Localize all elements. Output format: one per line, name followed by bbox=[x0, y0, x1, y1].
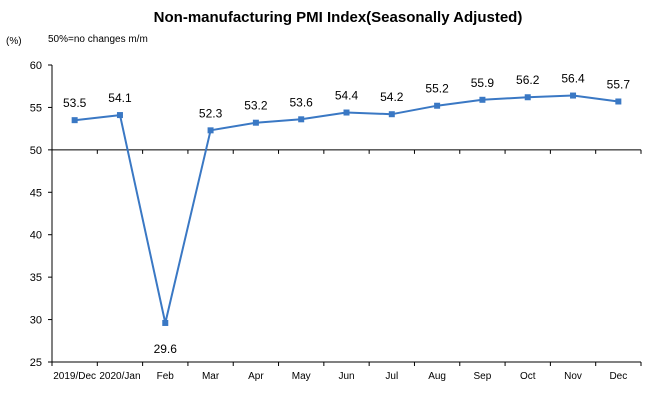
x-tick-label: Jun bbox=[338, 371, 354, 382]
data-label: 56.4 bbox=[561, 72, 585, 86]
x-tick-label: 2019/Dec bbox=[53, 371, 96, 382]
data-label: 52.3 bbox=[199, 106, 223, 120]
data-point bbox=[388, 111, 395, 118]
axes: 25 30 35 40 45 50 55 60 2019/Dec 2020/Jan Feb Mar Ap… bbox=[30, 60, 642, 382]
data-marks bbox=[71, 92, 622, 326]
y-tick-label: 50 bbox=[30, 145, 42, 157]
data-point bbox=[479, 96, 486, 103]
y-tick-label: 30 bbox=[30, 315, 42, 327]
series-line bbox=[74, 94, 619, 324]
data-label: 55.7 bbox=[607, 77, 631, 91]
y-tick-label: 35 bbox=[30, 272, 42, 284]
y-tick-label: 55 bbox=[30, 102, 42, 114]
x-tick-label: Feb bbox=[157, 371, 175, 382]
chart-title: Non-manufacturing PMI Index(Seasonally A… bbox=[154, 9, 523, 26]
x-tick-label: Sep bbox=[474, 371, 492, 382]
data-label: 56.2 bbox=[516, 73, 540, 87]
data-point bbox=[570, 92, 577, 99]
data-label: 29.6 bbox=[154, 342, 178, 356]
x-tick-label: Jul bbox=[385, 371, 398, 382]
data-point bbox=[71, 117, 78, 124]
data-label: 53.5 bbox=[63, 96, 87, 110]
y-tick-label: 40 bbox=[30, 230, 42, 242]
data-label: 53.2 bbox=[244, 99, 268, 113]
data-label: 55.9 bbox=[471, 76, 495, 90]
data-label: 55.2 bbox=[425, 82, 449, 96]
y-tick-label: 25 bbox=[30, 357, 42, 369]
x-tick-label: 2020/Jan bbox=[99, 371, 140, 382]
data-label: 54.4 bbox=[335, 89, 359, 103]
x-tick-label: Aug bbox=[428, 371, 446, 382]
x-tick-label: Nov bbox=[564, 371, 582, 382]
y-tick-label: 60 bbox=[30, 60, 42, 72]
data-label: 54.1 bbox=[108, 91, 132, 105]
x-tick-label: Dec bbox=[609, 371, 627, 382]
y-axis-unit: (%) bbox=[6, 36, 22, 47]
x-tick-label: May bbox=[292, 371, 311, 382]
y-tick-label: 45 bbox=[30, 187, 42, 199]
data-point bbox=[524, 94, 531, 101]
chart-note: 50%=no changes m/m bbox=[48, 34, 148, 45]
data-point bbox=[252, 119, 259, 126]
data-point bbox=[615, 98, 622, 105]
x-tick-label: Apr bbox=[248, 371, 264, 382]
data-point bbox=[343, 109, 350, 116]
data-label: 53.6 bbox=[290, 95, 314, 109]
x-tick-label: Mar bbox=[202, 371, 220, 382]
data-point bbox=[116, 112, 123, 119]
data-point bbox=[434, 102, 441, 109]
data-point bbox=[298, 116, 305, 123]
data-point bbox=[162, 319, 169, 326]
x-tick-label: Oct bbox=[520, 371, 536, 382]
data-labels: 53.5 54.1 29.6 52.3 53.2 53.6 54.4 54.2 55.2 55.9… bbox=[63, 72, 630, 356]
data-point bbox=[207, 127, 214, 134]
data-label: 54.2 bbox=[380, 90, 404, 104]
